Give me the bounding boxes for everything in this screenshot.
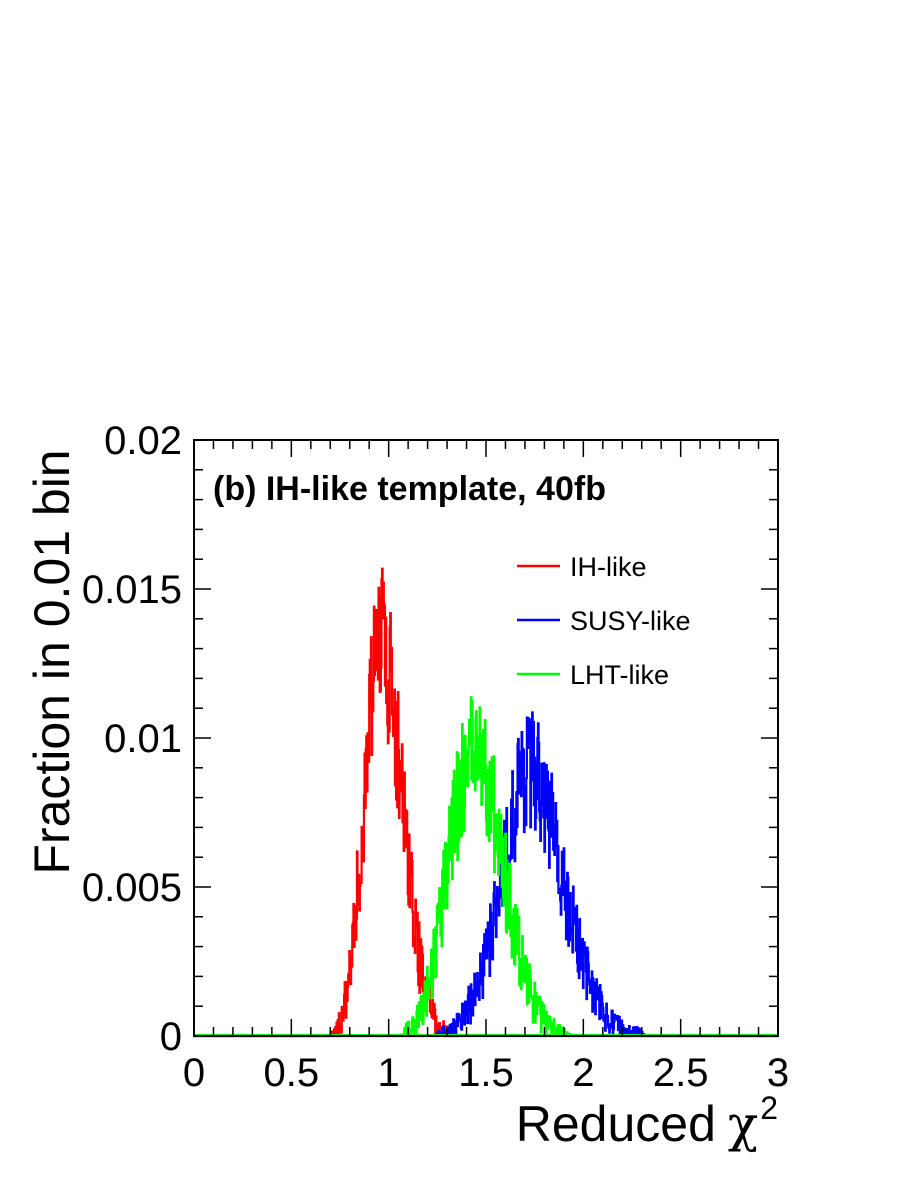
x-tick-label: 2 bbox=[572, 1051, 594, 1095]
x-tick-label: 2.5 bbox=[653, 1051, 709, 1095]
x-axis-title-text: Reduced bbox=[516, 1096, 716, 1152]
y-tick-label: 0.015 bbox=[82, 568, 182, 612]
y-tick-label: 0.02 bbox=[104, 419, 182, 463]
x-tick-label: 0 bbox=[183, 1051, 205, 1095]
x-axis-title: Reduced χ2 bbox=[516, 1090, 778, 1153]
x-axis-title-symbol: χ bbox=[728, 1095, 758, 1153]
y-tick-label: 0.005 bbox=[82, 866, 182, 910]
x-tick-label: 1 bbox=[378, 1051, 400, 1095]
x-tick-label: 3 bbox=[767, 1051, 789, 1095]
x-axis-title-superscript: 2 bbox=[760, 1090, 778, 1126]
tick-layer bbox=[193, 439, 779, 1037]
series-layer bbox=[194, 567, 778, 1038]
y-tick-label: 0.01 bbox=[104, 717, 182, 761]
series-line-lht-like bbox=[194, 696, 778, 1038]
legend-label: IH-like bbox=[570, 552, 647, 582]
x-tick-label: 1.5 bbox=[458, 1051, 514, 1095]
y-tick-label: 0 bbox=[160, 1015, 182, 1059]
legend: IH-like SUSY-like LHT-like bbox=[517, 552, 691, 690]
legend-label: LHT-like bbox=[570, 660, 669, 690]
tick-label-layer: 0 0.5 1 1.5 2 2.5 3 0 0.005 0.01 0.015 0.02 bbox=[82, 419, 789, 1095]
x-tick-label: 0.5 bbox=[264, 1051, 320, 1095]
legend-label: SUSY-like bbox=[570, 606, 691, 636]
y-axis-title: Fraction in 0.01 bin bbox=[24, 449, 80, 874]
chart-title: (b) IH-like template, 40fb bbox=[213, 470, 606, 508]
